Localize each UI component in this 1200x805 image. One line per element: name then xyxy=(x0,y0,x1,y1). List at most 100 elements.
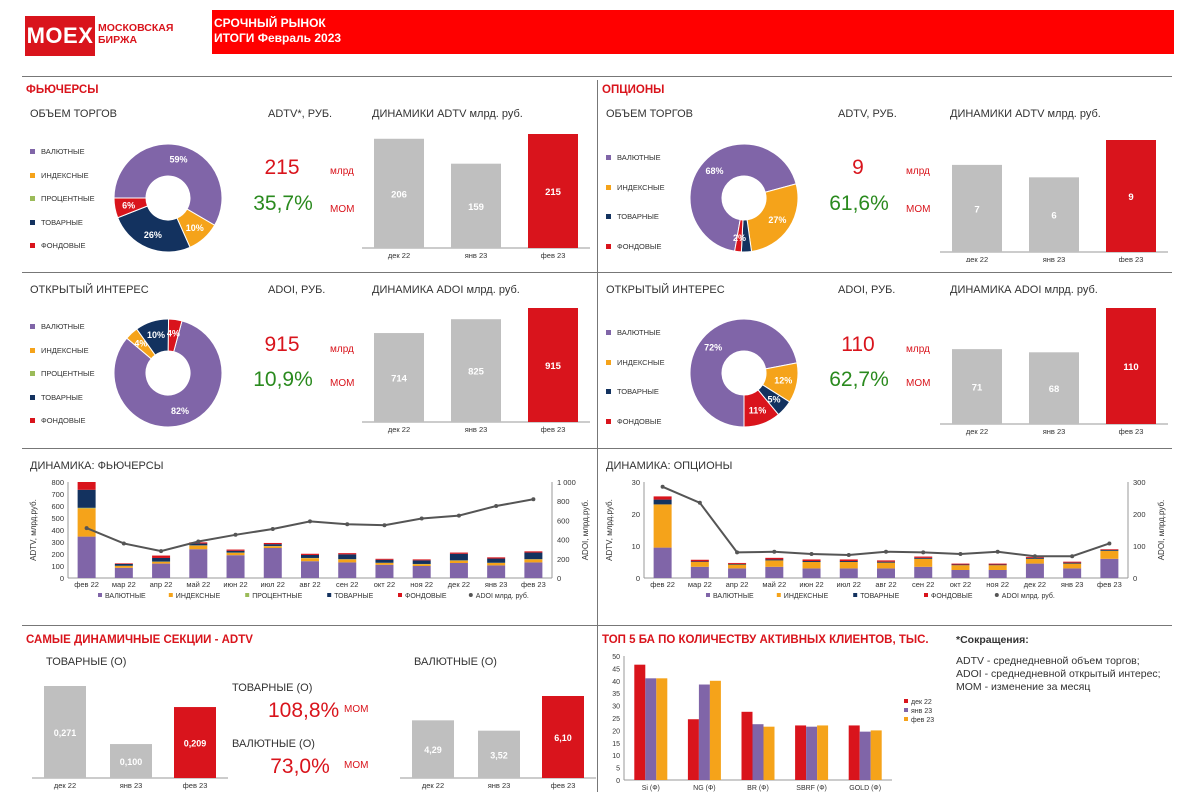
y-tick-label: 500 xyxy=(51,514,64,523)
bar-value: 3,52 xyxy=(490,750,508,760)
x-tick-label: дек 22 xyxy=(1024,580,1046,589)
legend-label: ИНДЕКСНЫЕ xyxy=(176,593,221,600)
donut-slice xyxy=(117,205,191,253)
x-tick-label: июл 22 xyxy=(261,580,285,589)
stacked-bar-segment xyxy=(765,559,784,561)
y-tick-label: 800 xyxy=(51,478,64,487)
stacked-bar-segment xyxy=(1025,558,1044,564)
y-axis-label: ADTV, млрд.руб. xyxy=(29,499,38,561)
bar xyxy=(656,678,668,780)
fut-adtv-mom: МОМ xyxy=(330,204,355,215)
fut-oi-title: ОТКРЫТЫЙ ИНТЕРЕС xyxy=(30,284,149,296)
legend-swatch xyxy=(98,593,102,597)
legend-label: ВАЛЮТНЫЕ xyxy=(713,593,754,600)
fut-adoi-bars: 714 дек 22 825 янв 23 915 фев 23 xyxy=(362,308,590,434)
legend-label: ИНДЕКСНЫЕ xyxy=(617,182,665,192)
options-section-title: ОПЦИОНЫ xyxy=(602,84,665,96)
legend-label: ТОВАРНЫЕ xyxy=(334,593,373,600)
y2-tick-label: 300 xyxy=(1133,478,1146,487)
stacked-bar-segment xyxy=(152,563,171,578)
legend-swatch xyxy=(606,359,611,365)
stacked-bar-segment xyxy=(412,559,431,561)
bar-value: 7 xyxy=(974,204,979,215)
adoi-point xyxy=(1107,541,1112,546)
stacked-bar-segment xyxy=(877,562,895,569)
stacked-bar-segment xyxy=(1100,558,1119,578)
fut-adtv-value: 215 xyxy=(264,156,300,179)
legend-item: ВАЛЮТНЫЕ xyxy=(606,143,665,173)
donut-label: 10% xyxy=(147,330,165,340)
x-tick-label: май 22 xyxy=(762,580,786,589)
legend-swatch xyxy=(924,593,928,597)
stacked-bar-segment xyxy=(226,552,245,556)
fut-oi-donut: 82% 4%10% 4% xyxy=(113,318,223,428)
y2-tick-label: 0 xyxy=(1133,574,1137,583)
legend-swatch xyxy=(606,214,611,220)
stacked-bar-segment xyxy=(728,563,747,565)
donut-slice xyxy=(113,143,223,226)
opt-adtv-value: 9 xyxy=(852,156,864,179)
stacked-bar-segment xyxy=(914,566,933,578)
legend-label: ТОВАРНЫЕ xyxy=(41,217,83,227)
x-tick-label: апр 22 xyxy=(726,580,749,589)
x-tick-label: дек 22 xyxy=(966,427,988,436)
bar xyxy=(374,333,424,422)
stacked-bar-segment xyxy=(449,560,468,563)
stacked-bar-segment xyxy=(77,489,96,508)
y2-tick-label: 200 xyxy=(1133,510,1146,519)
donut-label: 26% xyxy=(144,230,162,240)
stacked-bar-segment xyxy=(375,559,394,563)
legend-label: ТОВАРНЫЕ xyxy=(41,392,83,402)
stacked-bar-segment xyxy=(914,557,933,559)
x-tick-label: окт 22 xyxy=(950,580,971,589)
stacked-bar-segment xyxy=(802,559,821,562)
x-tick-label: янв 23 xyxy=(1043,255,1066,262)
legend-label: ПРОЦЕНТНЫЕ xyxy=(252,593,302,600)
futures-section-title: ФЬЮЧЕРСЫ xyxy=(26,84,99,96)
opt-adtv-dyn-title: ДИНАМИКИ ADTV млрд. руб. xyxy=(950,108,1101,120)
donut-label: 10% xyxy=(186,223,204,233)
legend-item: ВАЛЮТНЫЕ xyxy=(30,140,95,164)
bar-value: 714 xyxy=(391,374,408,385)
divider-top xyxy=(22,76,1172,77)
bar xyxy=(952,164,1002,252)
fut-adtv-bars: 206 дек 22 159 янв 23 215 фев 23 xyxy=(362,134,590,260)
stacked-bar-segment xyxy=(765,566,784,578)
bar-value: 110 xyxy=(1123,362,1138,373)
y-tick-label: 5 xyxy=(616,766,620,773)
y-tick-label: 0 xyxy=(636,574,640,583)
legend-item: ИНДЕКСНЫЕ xyxy=(606,173,665,203)
donut-slice xyxy=(167,318,183,353)
logo-sub2: БИРЖА xyxy=(98,34,138,46)
adoi-point xyxy=(345,522,350,527)
donut-label: 12% xyxy=(774,375,792,385)
bar-value: 9 xyxy=(1128,192,1133,203)
legend-item: ФОНДОВЫЕ xyxy=(30,234,95,258)
bar xyxy=(709,680,721,780)
stacked-bar-segment xyxy=(449,553,468,561)
header-banner: СРОЧНЫЙ РЫНОК ИТОГИ Февраль 2023 xyxy=(212,10,1174,54)
x-tick-label: окт 22 xyxy=(374,580,395,589)
stacked-bar-segment xyxy=(226,550,245,553)
legend-label: ТОВАРНЫЕ xyxy=(860,593,899,600)
bar xyxy=(1029,177,1079,252)
stacked-bar-segment xyxy=(1063,562,1082,564)
opt-oi-donut: 72% 12% 5%11% xyxy=(689,318,799,428)
stacked-bar-segment xyxy=(802,562,821,569)
x-tick-label: июн 22 xyxy=(799,580,823,589)
legend-label: ФОНДОВЫЕ xyxy=(617,416,662,426)
y-tick-label: 0 xyxy=(616,778,620,785)
stacked-bar-segment xyxy=(765,557,784,560)
bar xyxy=(859,731,871,780)
legend-item: ТОВАРНЫЕ xyxy=(30,386,95,410)
legend-swatch xyxy=(606,184,611,190)
stacked-bar-segment xyxy=(189,543,208,546)
stacked-bar-segment xyxy=(412,560,431,564)
legend-label: ВАЛЮТНЫЕ xyxy=(105,593,146,600)
stacked-bar-segment xyxy=(301,558,319,562)
stacked-bar-segment xyxy=(263,544,282,546)
x-tick-label: фев 23 xyxy=(551,781,576,790)
legend-swatch xyxy=(30,196,35,202)
bar xyxy=(1029,352,1079,424)
stacked-bar-segment xyxy=(189,545,208,550)
